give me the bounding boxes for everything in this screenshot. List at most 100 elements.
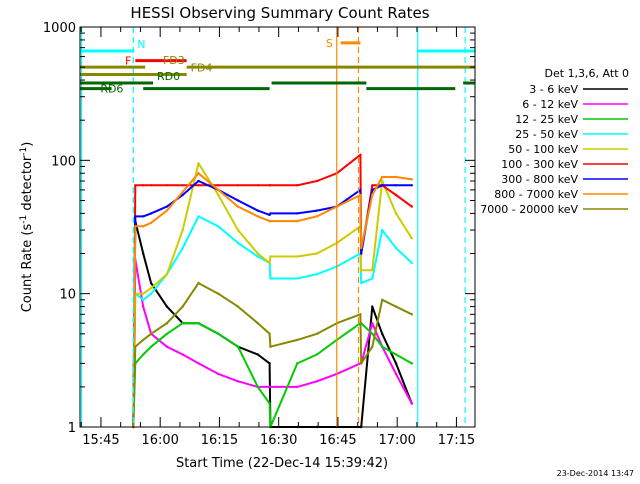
series-point-6 [371,188,374,192]
series-point-3 [410,261,413,265]
series-point-8 [236,305,240,308]
series-point-5 [315,179,319,183]
series-point-4 [181,228,184,232]
flag-bar-label: S [326,37,333,50]
series-point-5 [410,205,413,208]
series-point-8 [269,345,272,348]
footer-timestamp: 23-Dec-2014 13:47 [557,469,634,478]
series-point-8 [149,332,153,336]
series-point-5 [371,184,374,187]
y-axis-label-sup-2: -1 [19,147,29,156]
series-point-3 [197,215,200,218]
series-point-5 [296,184,299,187]
series-point-2 [149,345,153,348]
legend-entry-label: 6 - 12 keV [522,98,578,111]
y-tick-label: 100 [51,154,76,169]
legend-entry-label: 300 - 800 keV [501,173,578,186]
y-axis-label-sup-1: -1 [19,215,29,224]
series-point-0 [371,305,374,308]
series-point-3 [360,281,363,285]
series-point-1 [217,372,220,376]
legend-entry-label: 800 - 7000 keV [494,188,578,201]
series-point-8 [315,332,319,336]
series-point-4 [380,179,384,183]
series-point-7 [197,172,200,175]
series-point-5 [181,184,184,187]
flag-bar-layer: NF S FD3 FD4 RD0 RD6 [80,37,475,96]
series-point-5 [269,184,272,187]
series-point-7 [269,219,272,223]
series-point-2 [371,332,374,336]
series-point-4 [296,255,299,258]
series-point-7 [410,178,413,181]
x-tick-label: 16:45 [319,433,356,448]
flag-bar-label: FD4 [191,62,213,75]
flag-bar-label: N [137,38,145,51]
flag-bar-label: RD0 [157,70,180,83]
series-point-2 [181,322,184,325]
series-point-4 [142,292,145,295]
flag-bar-label: F [125,55,131,68]
series-point-5 [134,184,137,187]
series-point-4 [371,268,374,272]
series-point-3 [256,255,259,258]
legend-entry-label: 3 - 6 keV [529,83,578,96]
legend-entry-label: 50 - 100 keV [508,143,578,156]
series-point-6 [410,184,413,187]
series-point-3 [181,246,184,250]
series-point-1 [296,385,299,389]
series-point-8 [359,313,362,316]
series-point-6 [134,215,137,218]
series-point-6 [296,212,299,215]
series-point-3 [217,225,220,228]
series-point-1 [315,380,319,383]
y-tick-label: 1 [68,421,76,436]
series-point-6 [236,199,240,202]
series-point-5 [149,184,153,187]
series-point-5 [236,184,240,187]
legend-entry-label: 12 - 25 keV [515,113,578,126]
series-point-5 [394,193,398,197]
series-point-2 [410,362,413,365]
series-point-1 [181,353,184,356]
series-point-7 [296,219,299,223]
plot-frame [79,26,476,428]
series-point-7 [371,193,374,197]
series-point-7 [315,215,319,218]
series-point-4 [360,268,363,272]
y-axis-label-mid: detector [20,155,35,215]
series-point-2 [380,345,384,348]
series-point-7 [142,225,145,228]
series-point-6 [315,209,319,212]
series-point-5 [165,184,169,187]
series-point-6 [165,205,169,208]
series-point-8 [371,345,374,348]
series-point-0 [394,362,398,365]
series-point-7 [380,175,384,179]
series-point-3 [149,292,153,295]
series-point-8 [268,332,271,336]
series-point-8 [296,338,299,342]
series-point-1 [165,345,169,348]
series-point-7 [134,225,137,228]
series-point-1 [371,322,374,325]
series-point-8 [394,305,398,308]
series-point-2 [394,353,398,356]
series-point-0 [380,332,384,336]
series-point-3 [315,272,319,276]
series-point-7 [394,175,398,179]
series-point-0 [256,353,259,356]
series-point-8 [410,313,413,316]
series-point-2 [197,322,200,325]
series-point-3 [394,246,398,250]
series-point-7 [149,221,153,225]
series-point-3 [236,241,240,245]
series-point-7 [236,205,240,208]
series-point-8 [360,362,363,365]
series-point-0 [268,362,271,365]
series-point-6 [149,212,153,215]
series-point-7 [359,193,362,197]
x-tick-label: 16:15 [201,433,238,448]
